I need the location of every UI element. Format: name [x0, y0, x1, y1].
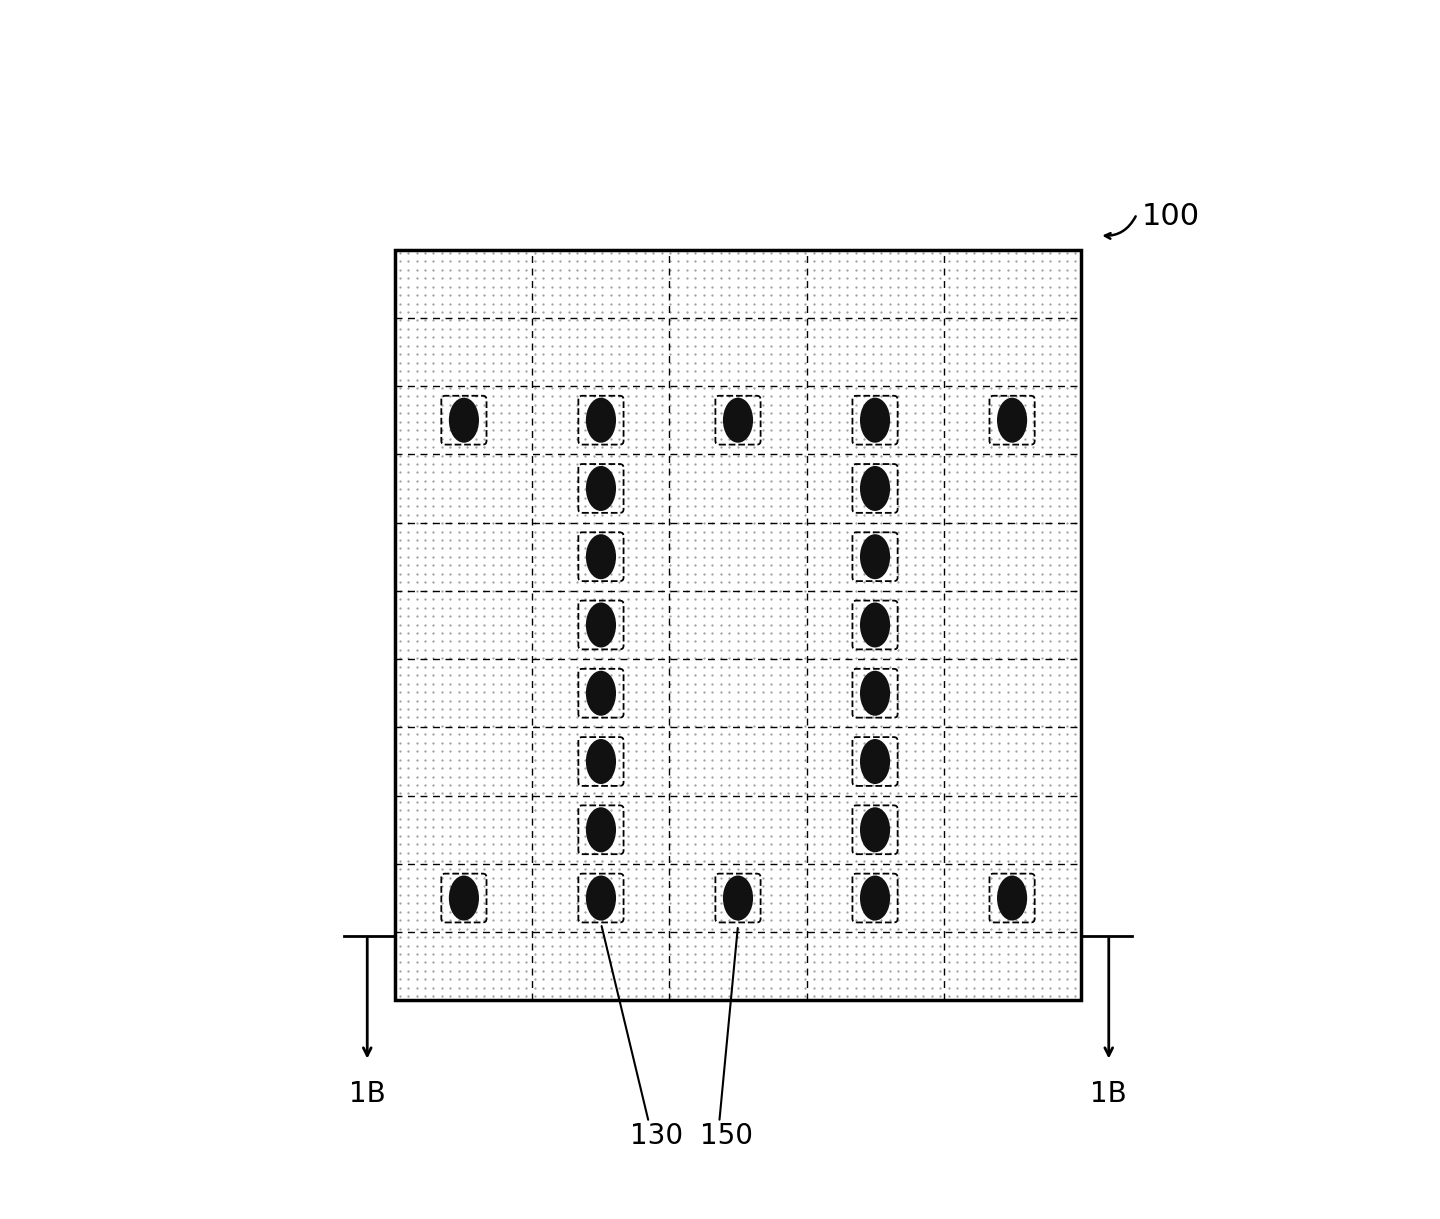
- Ellipse shape: [860, 875, 890, 920]
- Ellipse shape: [586, 739, 616, 784]
- Text: 130: 130: [631, 1123, 683, 1151]
- Ellipse shape: [723, 875, 753, 920]
- Ellipse shape: [996, 875, 1027, 920]
- Ellipse shape: [860, 739, 890, 784]
- Bar: [396, 250, 1080, 1001]
- Ellipse shape: [860, 466, 890, 511]
- Text: 100: 100: [1142, 202, 1200, 232]
- Ellipse shape: [586, 397, 616, 442]
- Text: 150: 150: [700, 1123, 753, 1151]
- Ellipse shape: [449, 875, 480, 920]
- Ellipse shape: [449, 397, 480, 442]
- Ellipse shape: [996, 397, 1027, 442]
- Text: 1B: 1B: [1090, 1080, 1128, 1108]
- Ellipse shape: [860, 534, 890, 579]
- Ellipse shape: [723, 397, 753, 442]
- Ellipse shape: [860, 397, 890, 442]
- Ellipse shape: [586, 602, 616, 647]
- Ellipse shape: [586, 534, 616, 579]
- Text: 1B: 1B: [348, 1080, 386, 1108]
- Ellipse shape: [586, 670, 616, 716]
- Ellipse shape: [860, 670, 890, 716]
- Ellipse shape: [860, 602, 890, 647]
- Ellipse shape: [586, 807, 616, 852]
- Ellipse shape: [860, 807, 890, 852]
- Ellipse shape: [586, 875, 616, 920]
- Ellipse shape: [586, 466, 616, 511]
